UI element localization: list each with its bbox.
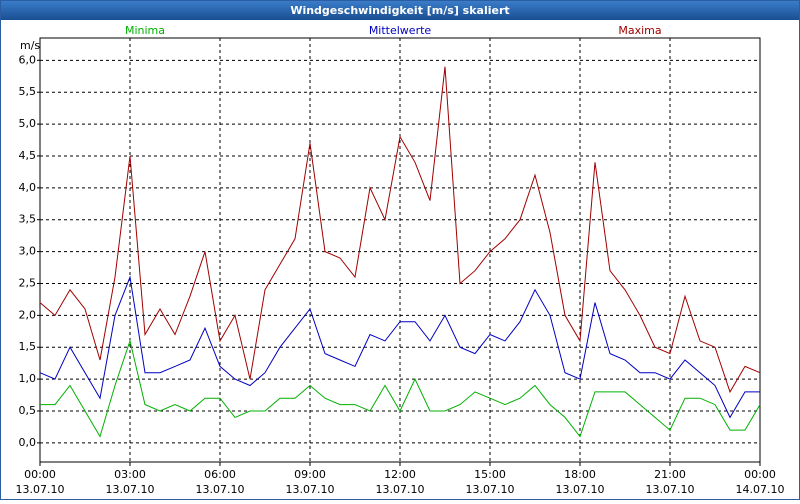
x-tick-label: 06:00 xyxy=(204,468,236,481)
legend-label: Maxima xyxy=(618,24,661,37)
y-tick-label: 5,5 xyxy=(19,85,37,98)
y-tick-label: 2,5 xyxy=(19,276,37,289)
legend-label: Mittelwerte xyxy=(369,24,432,37)
x-tick-label: 21:00 xyxy=(654,468,686,481)
y-tick-label: 0,5 xyxy=(19,404,37,417)
x-tick-date: 13.07.10 xyxy=(646,483,695,496)
x-tick-date: 13.07.10 xyxy=(106,483,155,496)
y-tick-label: 0,0 xyxy=(19,436,37,449)
x-tick-label: 03:00 xyxy=(114,468,146,481)
y-tick-label: 3,5 xyxy=(19,213,37,226)
y-tick-label: 1,5 xyxy=(19,340,37,353)
y-tick-label: 2,0 xyxy=(19,308,37,321)
series-line xyxy=(39,66,761,394)
x-tick-label: 09:00 xyxy=(294,468,326,481)
y-axis-label: m/s xyxy=(20,39,40,52)
x-tick-date: 13.07.10 xyxy=(196,483,245,496)
y-tick-label: 4,5 xyxy=(19,149,37,162)
y-tick-label: 3,0 xyxy=(19,245,37,258)
x-tick-label: 18:00 xyxy=(564,468,596,481)
chart-title: Windgeschwindigkeit [m/s] skaliert xyxy=(290,4,509,17)
x-tick-date: 13.07.10 xyxy=(286,483,335,496)
x-tick-label: 00:00 xyxy=(24,468,56,481)
x-tick-date: 13.07.10 xyxy=(556,483,605,496)
y-tick-label: 6,0 xyxy=(19,53,37,66)
x-tick-date: 13.07.10 xyxy=(376,483,425,496)
x-tick-label: 15:00 xyxy=(474,468,506,481)
y-tick-label: 1,0 xyxy=(19,372,37,385)
series-line xyxy=(39,275,760,419)
y-tick-label: 5,0 xyxy=(19,117,37,130)
x-tick-date: 14.07.10 xyxy=(736,483,785,496)
y-tick-label: 4,0 xyxy=(19,181,37,194)
series-line xyxy=(40,339,761,438)
x-tick-date: 13.07.10 xyxy=(466,483,515,496)
x-tick-label: 00:00 xyxy=(744,468,776,481)
x-tick-label: 12:00 xyxy=(384,468,416,481)
title-bar xyxy=(1,1,799,20)
legend-label: Minima xyxy=(125,24,165,37)
x-tick-date: 13.07.10 xyxy=(16,483,65,496)
